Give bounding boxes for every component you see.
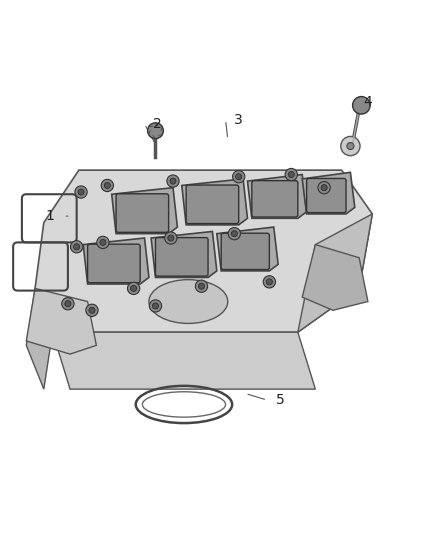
Circle shape (318, 182, 330, 194)
Polygon shape (298, 214, 372, 332)
Circle shape (86, 304, 98, 317)
Text: 1: 1 (46, 209, 55, 223)
Circle shape (266, 279, 272, 285)
Circle shape (168, 235, 174, 241)
Circle shape (198, 283, 205, 289)
Ellipse shape (149, 280, 228, 324)
Circle shape (231, 231, 237, 237)
Circle shape (321, 184, 327, 191)
FancyBboxPatch shape (186, 185, 239, 223)
Circle shape (131, 285, 137, 292)
Polygon shape (247, 174, 307, 219)
Polygon shape (302, 172, 355, 214)
Circle shape (62, 297, 74, 310)
Circle shape (75, 186, 87, 198)
Polygon shape (35, 170, 372, 332)
Polygon shape (26, 288, 53, 389)
Polygon shape (182, 179, 247, 225)
Circle shape (288, 172, 294, 177)
Circle shape (341, 136, 360, 156)
Circle shape (170, 178, 176, 184)
Polygon shape (83, 238, 149, 284)
Polygon shape (26, 288, 96, 354)
Text: 2: 2 (153, 117, 162, 131)
Circle shape (71, 241, 83, 253)
Circle shape (89, 307, 95, 313)
Circle shape (100, 239, 106, 246)
Polygon shape (302, 245, 368, 310)
Circle shape (233, 171, 245, 183)
Circle shape (152, 303, 159, 309)
Circle shape (149, 300, 162, 312)
Circle shape (167, 175, 179, 187)
Circle shape (228, 228, 240, 240)
Circle shape (101, 179, 113, 191)
Text: 3: 3 (234, 113, 243, 127)
Polygon shape (151, 231, 217, 278)
Text: 5: 5 (276, 393, 285, 407)
Circle shape (74, 244, 80, 250)
Circle shape (347, 142, 354, 150)
FancyBboxPatch shape (88, 244, 140, 282)
Text: 4: 4 (364, 95, 372, 109)
Polygon shape (112, 188, 177, 233)
Circle shape (148, 123, 163, 139)
FancyBboxPatch shape (252, 181, 298, 217)
Polygon shape (217, 227, 278, 271)
Circle shape (104, 182, 110, 189)
Circle shape (65, 301, 71, 307)
Circle shape (97, 236, 109, 248)
Circle shape (236, 174, 242, 180)
Circle shape (353, 96, 370, 114)
FancyBboxPatch shape (155, 238, 208, 276)
Polygon shape (53, 332, 315, 389)
Circle shape (78, 189, 84, 195)
FancyBboxPatch shape (221, 233, 269, 270)
FancyBboxPatch shape (307, 179, 346, 213)
Circle shape (285, 168, 297, 181)
Circle shape (127, 282, 140, 295)
Circle shape (195, 280, 208, 292)
Circle shape (263, 276, 276, 288)
FancyBboxPatch shape (116, 194, 169, 232)
Circle shape (165, 232, 177, 244)
